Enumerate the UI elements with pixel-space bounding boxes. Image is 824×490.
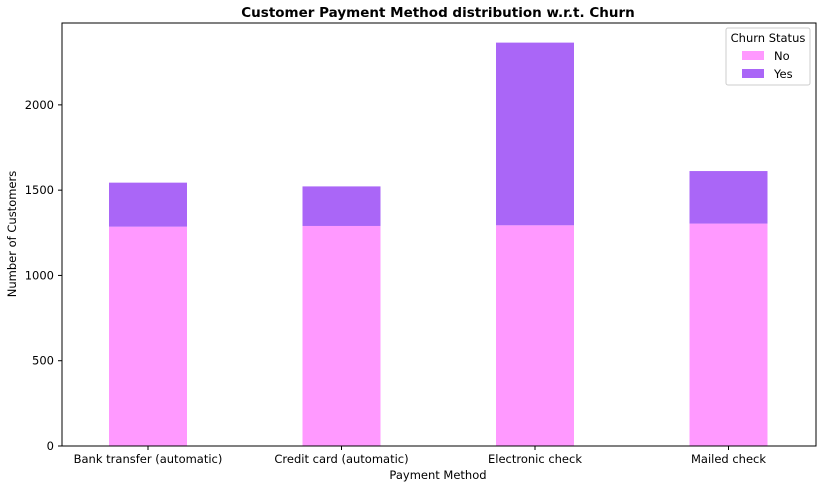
x-tick-label: Electronic check bbox=[488, 452, 582, 466]
legend-swatch-yes bbox=[742, 69, 764, 78]
bar-no-3 bbox=[689, 223, 768, 446]
x-tick-label: Credit card (automatic) bbox=[274, 452, 408, 466]
chart-title: Customer Payment Method distribution w.r… bbox=[241, 5, 634, 21]
y-tick-label: 1000 bbox=[25, 268, 54, 282]
bar-no-2 bbox=[496, 225, 574, 446]
x-axis-title: Payment Method bbox=[389, 468, 486, 482]
bar-no-1 bbox=[302, 225, 381, 446]
y-axis-title: Number of Customers bbox=[5, 171, 19, 297]
x-tick-label: Bank transfer (automatic) bbox=[74, 452, 223, 466]
bar-yes-0 bbox=[109, 182, 187, 227]
bar-yes-2 bbox=[496, 42, 574, 226]
plot-frame bbox=[61, 22, 817, 447]
y-tick-label: 1500 bbox=[25, 183, 54, 197]
bar-yes-1 bbox=[302, 186, 381, 226]
legend: Churn Status No Yes bbox=[725, 27, 811, 86]
y-tick-label: 2000 bbox=[25, 98, 54, 112]
x-tick-label: Mailed check bbox=[691, 452, 766, 466]
y-axis: 0 500 1000 1500 2000 bbox=[25, 98, 62, 453]
y-tick-label: 500 bbox=[32, 354, 54, 368]
y-tick-label: 0 bbox=[47, 439, 54, 453]
x-axis: Bank transfer (automatic) Credit card (au… bbox=[74, 446, 766, 466]
legend-label-no: No bbox=[774, 49, 790, 63]
legend-label-yes: Yes bbox=[773, 67, 793, 81]
legend-swatch-no bbox=[742, 51, 764, 60]
bar-yes-3 bbox=[689, 171, 768, 224]
bar-no-0 bbox=[109, 226, 187, 446]
legend-title: Churn Status bbox=[731, 31, 806, 45]
bars-layer bbox=[109, 42, 768, 446]
